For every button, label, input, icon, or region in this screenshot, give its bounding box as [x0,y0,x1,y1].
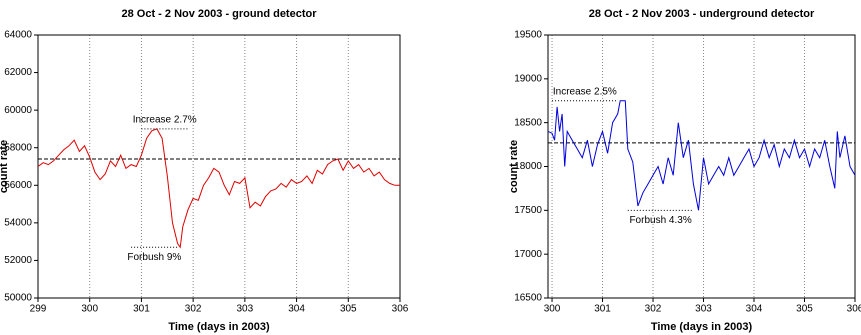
x-tick-label: 305 [796,304,813,315]
x-tick-label: 304 [288,304,305,315]
x-axis-label: Time (days in 2003) [168,321,270,333]
chart-title: 28 Oct - 2 Nov 2003 - underground detect… [589,8,815,20]
chart-title: 28 Oct - 2 Nov 2003 - ground detector [122,8,318,20]
y-tick-label: 17000 [514,249,542,260]
y-tick-label: 54000 [4,217,32,228]
annotation: Increase 2.5% [553,86,617,97]
y-tick-label: 60000 [4,105,32,116]
y-tick-label: 50000 [4,293,32,304]
y-tick-label: 56000 [4,180,32,191]
y-axis-label: count rate [0,140,10,193]
x-tick-label: 306 [847,304,861,315]
x-tick-label: 304 [746,304,763,315]
y-tick-label: 52000 [4,255,32,266]
x-tick-label: 303 [695,304,712,315]
y-tick-label: 64000 [4,30,32,41]
y-tick-label: 58000 [4,142,32,153]
y-tick-label: 19000 [514,73,542,84]
x-tick-label: 300 [544,304,561,315]
annotation: Forbush 4.3% [629,215,691,226]
data-line [547,100,856,211]
y-tick-label: 19500 [514,30,542,41]
x-tick-label: 301 [594,304,611,315]
y-tick-label: 18000 [514,161,542,172]
x-tick-label: 305 [340,304,357,315]
x-tick-label: 301 [133,304,150,315]
x-tick-label: 302 [645,304,662,315]
y-axis-label: count rate [508,140,520,193]
x-axis-label: Time (days in 2003) [651,321,753,333]
y-tick-label: 17500 [514,205,542,216]
x-tick-label: 300 [81,304,98,315]
y-tick-label: 16500 [514,293,542,304]
x-tick-label: 306 [392,304,409,315]
y-tick-label: 62000 [4,67,32,78]
x-tick-label: 303 [237,304,254,315]
plot-frame [547,34,856,299]
x-tick-label: 299 [30,304,47,315]
annotation: Increase 2.7% [133,115,197,126]
x-tick-label: 302 [185,304,202,315]
data-line [37,128,400,249]
annotation: Forbush 9% [127,252,181,263]
y-tick-label: 18500 [514,117,542,128]
